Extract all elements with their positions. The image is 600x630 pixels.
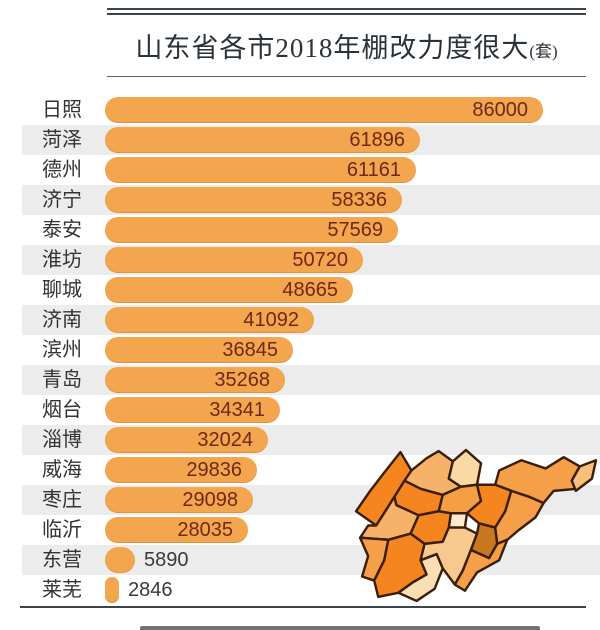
bar-track: 41092 [105,305,600,335]
bottom-crop-band [140,626,540,630]
bar-track: 86000 [105,95,600,125]
bar-track: 57569 [105,215,600,245]
bar-济宁: 58336 [105,187,402,213]
category-label: 菏泽 [42,129,82,151]
title-unit: (套) [529,42,558,61]
bar-临沂: 28035 [105,517,248,543]
category-label: 临沂 [42,519,82,541]
value-label: 29098 [182,489,238,511]
bar-row: 菏泽 61896 [22,125,600,155]
category-label: 威海 [42,459,82,481]
category-label: 聊城 [42,279,82,301]
category-label: 淄博 [42,429,82,451]
bar-日照: 86000 [105,97,543,123]
category-label: 滨州 [42,339,82,361]
bottom-rule [20,606,586,608]
bar-东营 [105,547,135,573]
value-label: 61896 [349,129,405,151]
bar-青岛: 35268 [105,367,285,393]
bar-淄博: 32024 [105,427,268,453]
category-label: 东营 [42,549,82,571]
bar-row: 东营 5890 [22,545,600,575]
bar-rows: 日照 86000 菏泽 61896 德州 61161 济宁 58336 泰安 57569 淮坊 507… [0,95,600,605]
bar-row: 青岛 35268 [22,365,600,395]
bar-row: 滨州 36845 [22,335,600,365]
bar-track: 48665 [105,275,600,305]
category-label: 烟台 [42,399,82,421]
value-label: 32024 [197,429,253,451]
value-label: 61161 [346,159,401,181]
category-label: 枣庄 [42,489,82,511]
bar-track: 50720 [105,245,600,275]
bar-row: 泰安 57569 [22,215,600,245]
bar-row: 德州 61161 [22,155,600,185]
category-label: 淮坊 [42,249,82,271]
category-label: 日照 [42,99,82,121]
value-label: 29836 [186,459,242,481]
bar-track: 58336 [105,185,600,215]
value-label: 57569 [327,219,383,241]
bar-track: 61161 [105,155,600,185]
value-label: 34341 [209,399,265,421]
bar-泰安: 57569 [105,217,398,243]
title-underline [107,76,586,77]
category-label: 青岛 [42,369,82,391]
bar-track: 29098 [105,485,600,515]
bar-track: 28035 [105,515,600,545]
bar-track: 61896 [105,125,600,155]
bar-row: 济宁 58336 [22,185,600,215]
bar-菏泽: 61896 [105,127,420,153]
category-label: 泰安 [42,219,82,241]
value-label: 2846 [128,579,173,601]
bar-row: 济南 41092 [22,305,600,335]
value-label: 28035 [177,519,233,541]
bar-row: 枣庄 29098 [22,485,600,515]
bar-威海: 29836 [105,457,257,483]
value-label: 35268 [214,369,270,391]
value-label: 41092 [243,309,299,331]
bar-track: 36845 [105,335,600,365]
bar-row: 临沂 28035 [22,515,600,545]
bar-row: 威海 29836 [22,455,600,485]
bar-莱芜 [105,577,119,603]
bar-row: 聊城 48665 [22,275,600,305]
bar-淮坊: 50720 [105,247,363,273]
bar-row: 日照 86000 [22,95,600,125]
value-label: 48665 [282,279,338,301]
bar-聊城: 48665 [105,277,353,303]
value-label: 5890 [144,549,189,571]
bar-德州: 61161 [105,157,416,183]
category-label: 德州 [42,159,82,181]
bar-track: 34341 [105,395,600,425]
bar-枣庄: 29098 [105,487,253,513]
bar-track: 2846 [105,575,600,605]
value-label: 58336 [331,189,387,211]
bar-track: 29836 [105,455,600,485]
bar-track: 35268 [105,365,600,395]
category-label: 济宁 [42,189,82,211]
category-label: 莱芜 [42,579,82,601]
bar-烟台: 34341 [105,397,280,423]
bar-row: 莱芜 2846 [22,575,600,605]
bar-济南: 41092 [105,307,314,333]
value-label: 36845 [222,339,278,361]
bar-track: 32024 [105,425,600,455]
title-text: 山东省各市2018年棚改力度很大 [135,33,530,63]
bar-track: 5890 [105,545,600,575]
bar-row: 淮坊 50720 [22,245,600,275]
bar-row: 烟台 34341 [22,395,600,425]
top-double-rule [107,8,586,15]
category-label: 济南 [42,309,82,331]
bar-row: 淄博 32024 [22,425,600,455]
value-label: 50720 [292,249,348,271]
bar-滨州: 36845 [105,337,293,363]
value-label: 86000 [472,99,528,121]
page-title: 山东省各市2018年棚改力度很大(套) [107,26,586,65]
